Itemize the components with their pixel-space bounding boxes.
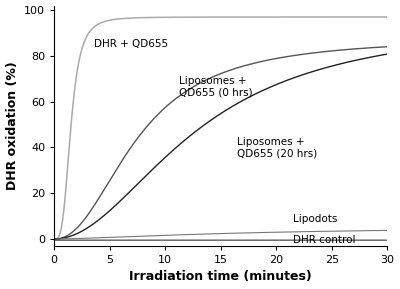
Text: Lipodots: Lipodots	[293, 214, 337, 224]
Text: Liposomes +
QD655 (0 hrs): Liposomes + QD655 (0 hrs)	[178, 75, 252, 97]
Text: Liposomes +
QD655 (20 hrs): Liposomes + QD655 (20 hrs)	[238, 137, 318, 159]
X-axis label: Irradiation time (minutes): Irradiation time (minutes)	[130, 271, 312, 284]
Text: DHR + QD655: DHR + QD655	[94, 39, 168, 49]
Y-axis label: DHR oxidation (%): DHR oxidation (%)	[6, 61, 18, 190]
Text: DHR control: DHR control	[293, 235, 356, 245]
